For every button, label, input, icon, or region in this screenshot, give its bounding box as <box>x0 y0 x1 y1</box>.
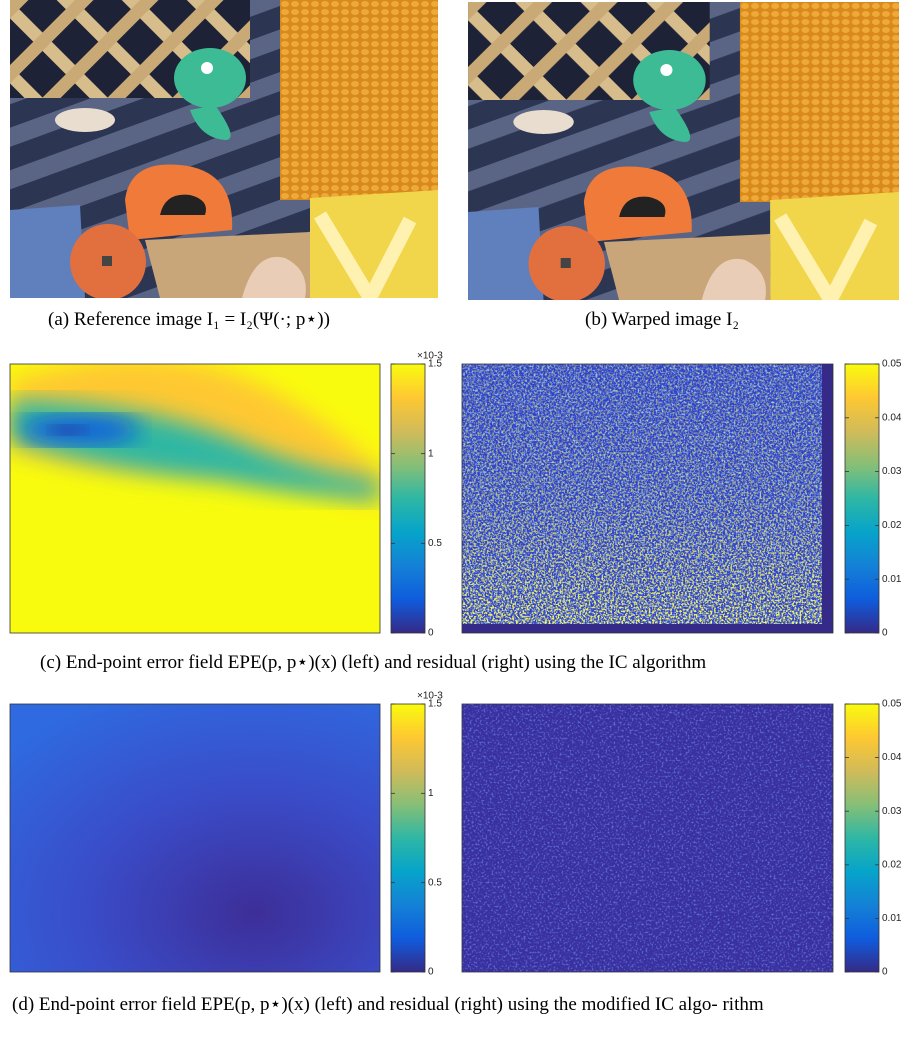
caption-c: (c) End-point error field EPE(p, p⋆)(x) … <box>40 650 890 676</box>
warped-photo <box>468 2 899 302</box>
colorbar-multiplier: ×10-3 <box>417 691 443 702</box>
reference-photo <box>10 0 438 300</box>
caption-a: (a) Reference image I₁ = I₂(Ψ(·; p⋆)) <box>48 307 330 333</box>
figure: 00.511.5×10-300.010.020.030.040.0500.511… <box>0 0 904 1057</box>
colorbar-tick-label: 0.03 <box>882 806 902 817</box>
colorbar-multiplier: ×10-3 <box>417 351 443 362</box>
residual-map-ic <box>462 364 833 633</box>
epe-map-ic <box>10 358 380 634</box>
colorbar-tick-label: 0 <box>882 967 888 978</box>
colorbar-tick-label: 0.05 <box>882 699 902 710</box>
colorbar <box>391 704 425 972</box>
colorbar-tick-label: 0.04 <box>882 752 902 763</box>
caption-b: (b) Warped image I₂ <box>585 307 739 333</box>
colorbar-tick-label: 0.04 <box>882 412 902 423</box>
colorbar <box>845 704 879 972</box>
colorbar-tick-label: 0 <box>428 967 434 978</box>
colorbar-tick-label: 0.02 <box>882 859 902 870</box>
colorbar-tick-label: 0.01 <box>882 913 902 924</box>
caption-d: (d) End-point error field EPE(p, p⋆)(x) … <box>12 992 894 1018</box>
colorbar <box>391 364 425 633</box>
epe-map-modified <box>10 704 380 972</box>
colorbar-tick-label: 0.5 <box>428 538 442 549</box>
colorbar-tick-label: 0.02 <box>882 520 902 531</box>
colorbar-tick-label: 1 <box>428 448 434 459</box>
colorbar-tick-label: 0.5 <box>428 877 442 888</box>
residual-map-modified <box>462 704 833 972</box>
colorbar-tick-label: 1 <box>428 788 434 799</box>
colorbar-tick-label: 0.03 <box>882 466 902 477</box>
colorbar <box>845 364 879 633</box>
colorbar-tick-label: 0.05 <box>882 359 902 370</box>
colorbar-tick-label: 0 <box>428 628 434 639</box>
colorbar-tick-label: 0 <box>882 628 888 639</box>
colorbar-tick-label: 0.01 <box>882 574 902 585</box>
figure-page: 00.511.5×10-300.010.020.030.040.0500.511… <box>0 0 904 1057</box>
